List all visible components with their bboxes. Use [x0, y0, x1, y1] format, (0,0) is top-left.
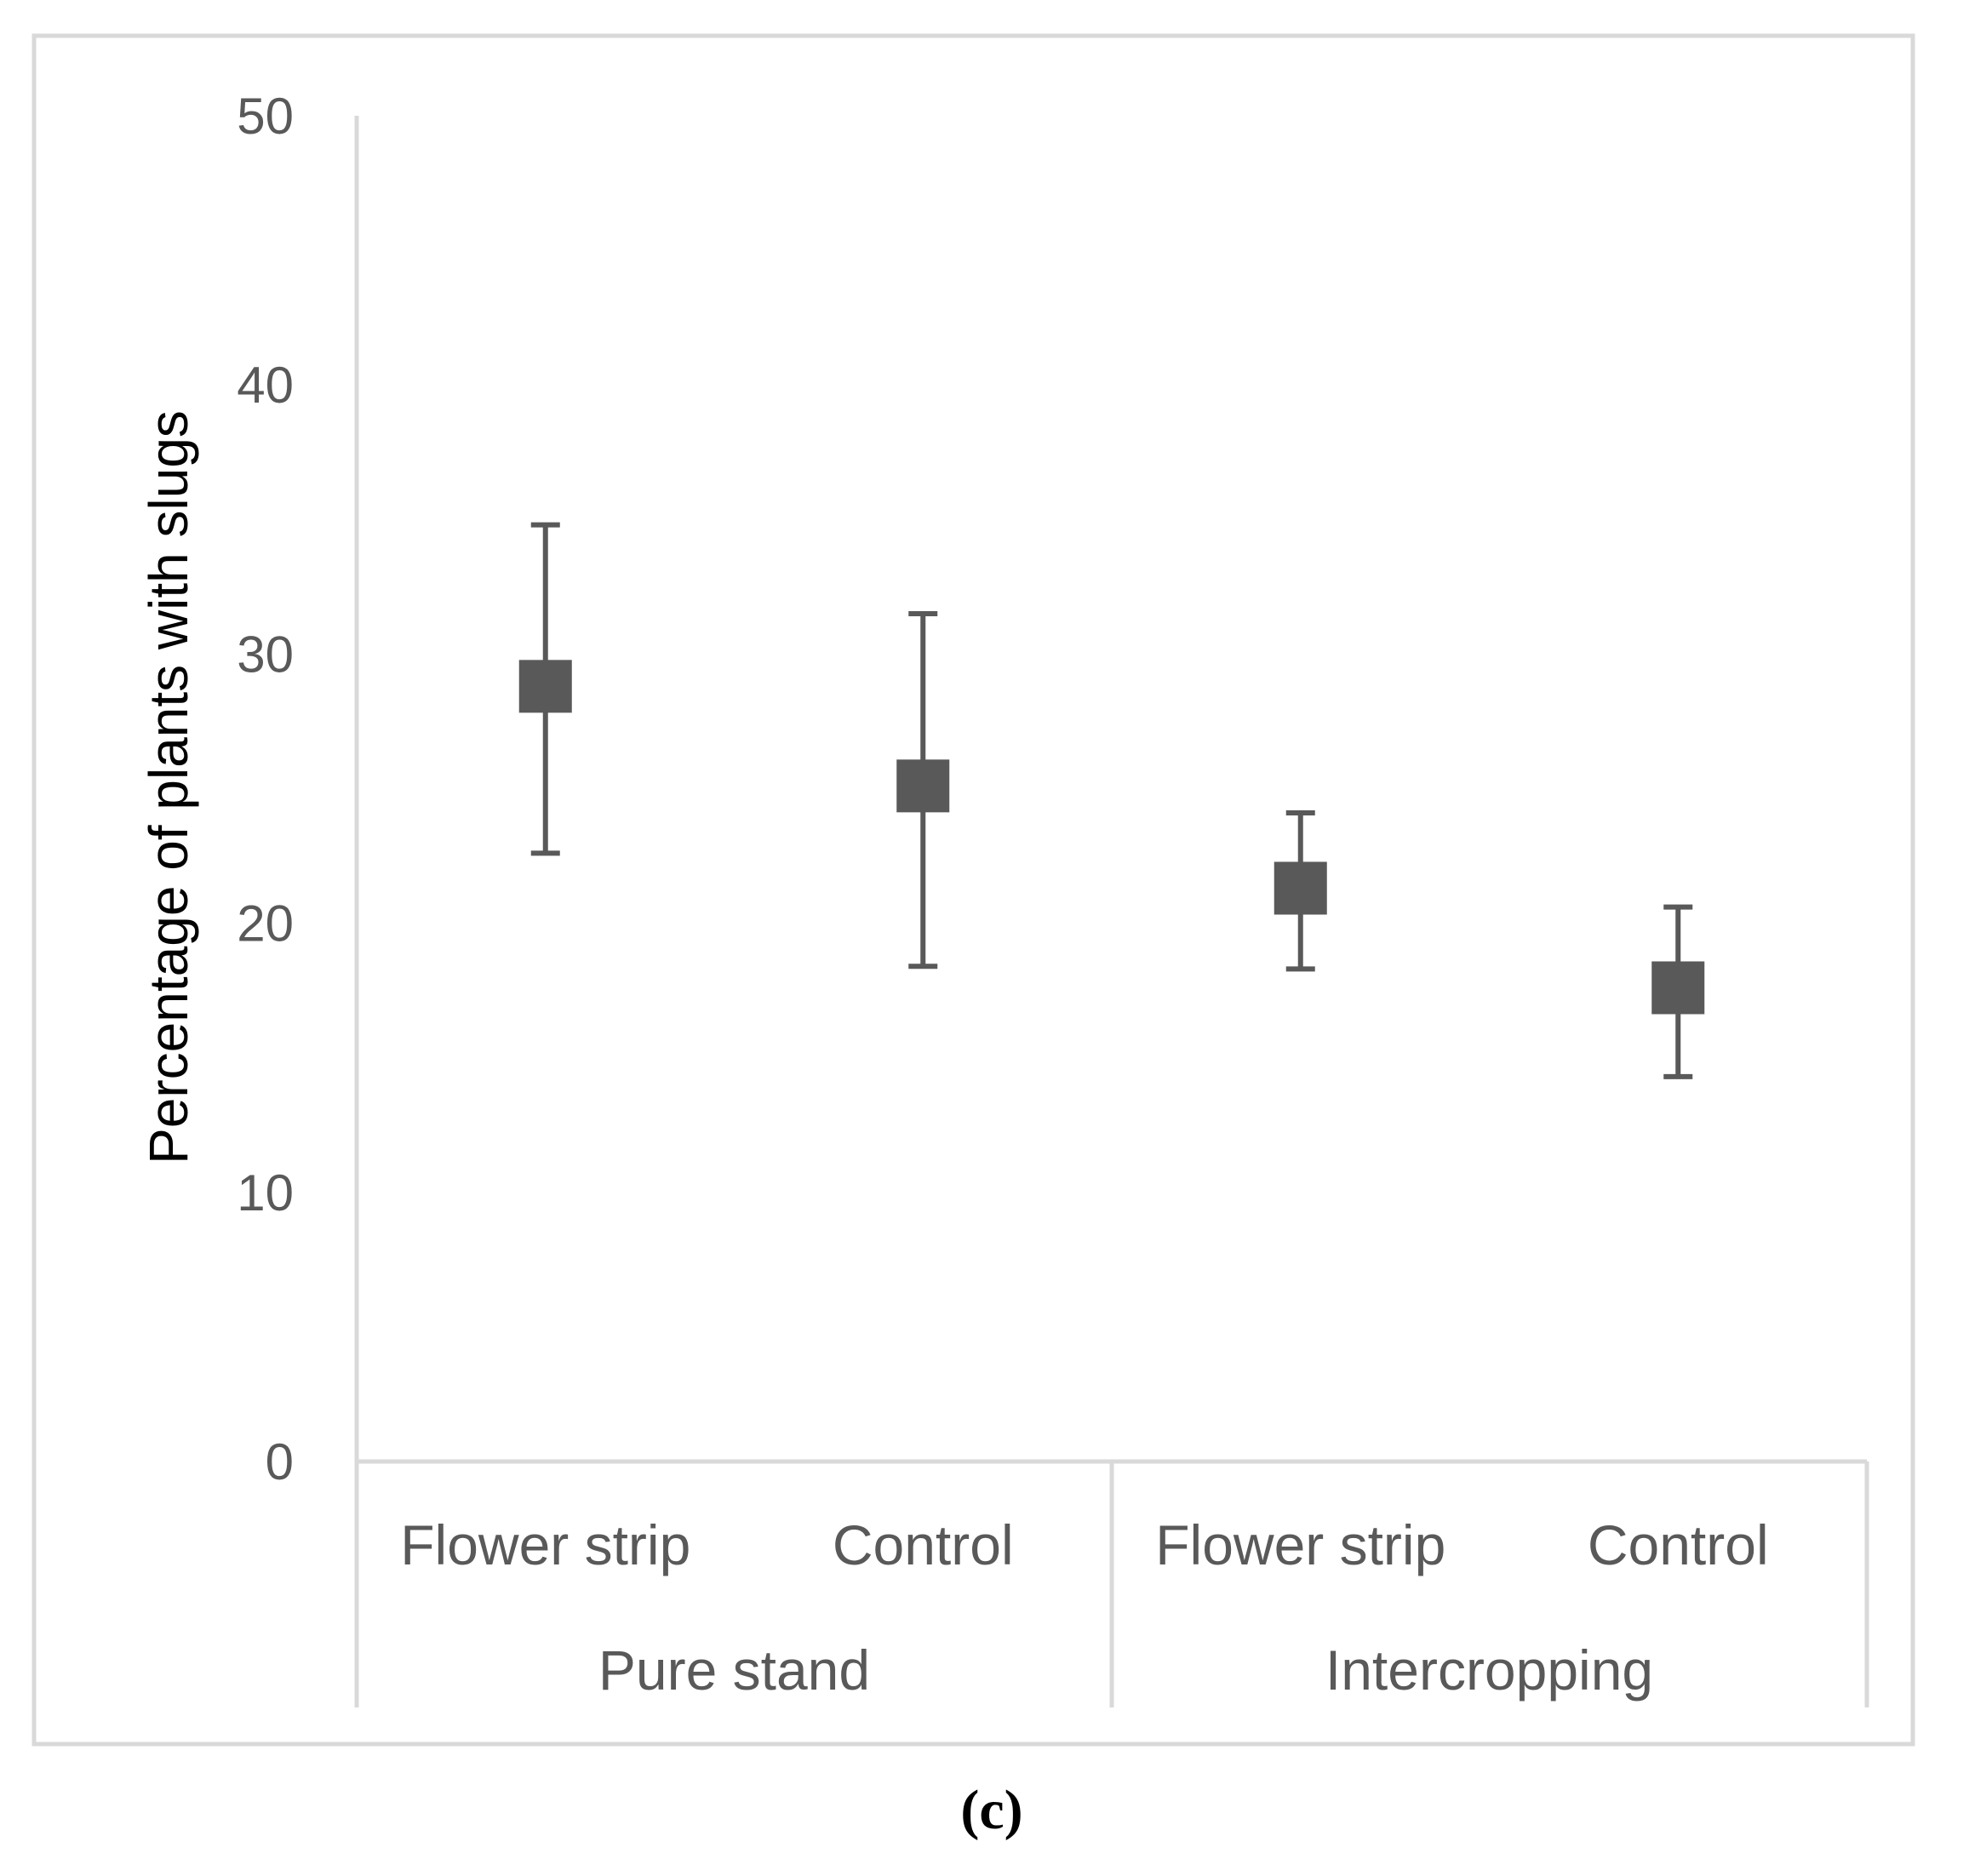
y-tick-label: 0 — [266, 1433, 294, 1490]
y-tick-label: 40 — [237, 357, 294, 414]
y-tick-label: 50 — [237, 88, 294, 145]
data-point-marker — [518, 660, 572, 713]
x-category-label: Control — [833, 1513, 1014, 1576]
data-point-marker — [896, 759, 950, 813]
y-tick-label: 30 — [237, 626, 294, 683]
data-point-marker — [1651, 961, 1705, 1015]
y-axis-ticks: 0 10 20 30 40 50 — [237, 88, 294, 1490]
figure-caption: (c) — [960, 1779, 1022, 1841]
chart-frame — [31, 33, 1915, 1747]
data-points — [518, 522, 1705, 1079]
data-point-group — [1651, 904, 1705, 1079]
data-point-group — [896, 610, 950, 969]
y-tick-label: 20 — [237, 895, 294, 952]
x-group-label: Pure stand — [598, 1639, 870, 1702]
x-group-label: Intercropping — [1325, 1639, 1653, 1702]
y-axis-label: Percentage of plants with slugs — [138, 410, 199, 1164]
axes — [354, 116, 1869, 1707]
x-group-labels: Pure stand Intercropping — [598, 1639, 1653, 1702]
data-point-group — [1274, 809, 1327, 972]
x-category-label: Flower strip — [400, 1513, 690, 1576]
data-point-marker — [1274, 861, 1327, 915]
data-point-group — [518, 522, 572, 856]
x-category-labels: Flower strip Control Flower strip Control — [400, 1513, 1768, 1576]
x-category-label: Control — [1588, 1513, 1769, 1576]
y-tick-label: 10 — [237, 1164, 294, 1221]
x-category-label: Flower strip — [1155, 1513, 1445, 1576]
